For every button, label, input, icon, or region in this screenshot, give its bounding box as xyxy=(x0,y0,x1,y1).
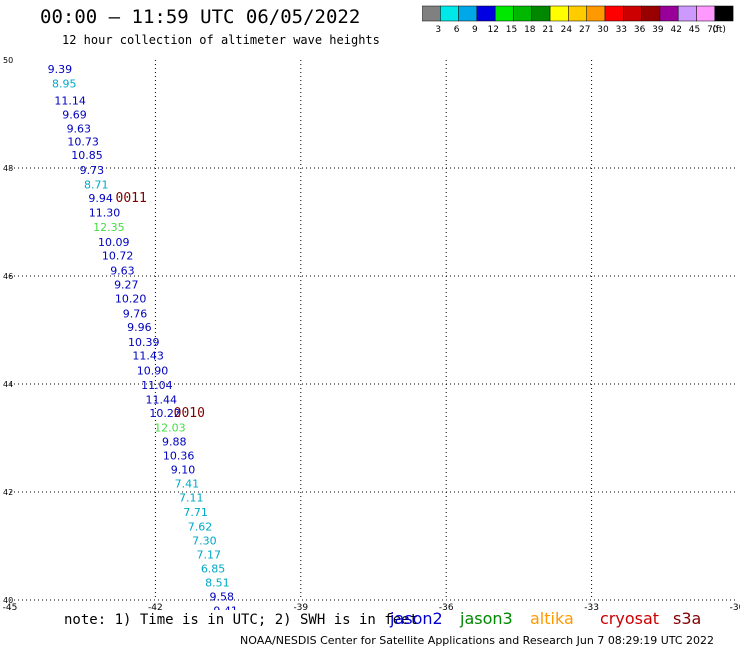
legend-altika: altika xyxy=(530,609,574,628)
colorbar-tick-label: 70 xyxy=(707,25,719,35)
swh-value-label: 9.58 xyxy=(210,591,235,604)
colorbar-tick-label: 45 xyxy=(689,25,700,35)
swh-value-label: 7.11 xyxy=(179,492,204,505)
swh-value-label: 12.35 xyxy=(93,221,125,234)
swh-value-label: 9.88 xyxy=(162,436,187,449)
swh-value-label: 10.36 xyxy=(163,450,195,463)
pass-time-label: 0011 xyxy=(116,191,147,206)
swh-value-label: 10.39 xyxy=(128,336,160,349)
swh-value-label: 11.43 xyxy=(132,350,164,363)
lat-tick-label: 46 xyxy=(3,272,13,281)
colorbar-tick-label: 27 xyxy=(579,25,590,35)
page-title: 00:00 – 11:59 UTC 06/05/2022 xyxy=(40,6,361,28)
swh-value-label: 10.20 xyxy=(115,292,147,305)
colorbar-tick-label: 36 xyxy=(634,25,646,35)
swh-value-label: 9.94 xyxy=(88,192,113,205)
swh-value-label: 9.63 xyxy=(67,122,92,135)
swh-value-label: 10.09 xyxy=(98,236,130,249)
lat-tick-label: 50 xyxy=(3,56,13,65)
colorbar-tick-label: 6 xyxy=(454,25,460,35)
lon-tick-label: -45 xyxy=(3,603,18,610)
colorbar-tick-label: 42 xyxy=(670,25,681,35)
swh-value-label: 9.39 xyxy=(48,63,73,76)
credit-line: NOAA/NESDIS Center for Satellite Applica… xyxy=(240,634,715,647)
swh-value-label: 6.85 xyxy=(201,562,226,575)
swh-value-label: 7.41 xyxy=(175,478,200,491)
wave-height-map: -45 -42 -39 -36 -33 -30 50 48 46 44 42 40 9.39 8.95 11… xyxy=(3,56,740,610)
swh-value-label: 9.63 xyxy=(110,264,135,277)
swh-value-label: 8.51 xyxy=(205,577,230,590)
swh-value-label: 10.90 xyxy=(137,364,169,377)
colorbar-tick-label: 39 xyxy=(652,25,664,35)
swh-value-label: 7.30 xyxy=(192,534,217,547)
lon-tick-label: -36 xyxy=(439,603,454,610)
colorbar-tick-label: 9 xyxy=(472,25,478,35)
page-subtitle: 12 hour collection of altimeter wave hei… xyxy=(62,33,380,47)
legend-jason2: jason2 xyxy=(390,609,443,628)
lon-tick-label: -39 xyxy=(293,603,308,610)
colorbar-unit-label: (ft) xyxy=(712,25,726,35)
swh-value-label: 10.22 xyxy=(149,407,181,420)
swh-value-label: 9.69 xyxy=(62,108,87,121)
footer-note: note: 1) Time is in UTC; 2) SWH is in fe… xyxy=(64,612,419,628)
legend-s3a: s3a xyxy=(673,609,702,628)
swh-value-label: 9.10 xyxy=(171,464,196,477)
swh-value-label: 10.72 xyxy=(102,249,134,262)
lon-tick-label: -33 xyxy=(584,603,599,610)
colorbar-tick-label: 15 xyxy=(506,25,517,35)
swh-value-label: 7.17 xyxy=(196,548,221,561)
lat-tick-label: 44 xyxy=(3,380,13,389)
legend-jason3: jason3 xyxy=(460,609,513,628)
swh-value-label: 9.27 xyxy=(114,278,139,291)
lon-tick-label: -42 xyxy=(148,603,163,610)
swh-value-label: 8.95 xyxy=(52,78,77,91)
swh-value-label: 8.71 xyxy=(84,179,109,192)
swh-value-label: 10.73 xyxy=(67,135,99,148)
colorbar-tick-label: 33 xyxy=(616,25,627,35)
lat-tick-label: 40 xyxy=(3,596,13,605)
colorbar-tick-label: 24 xyxy=(561,25,573,35)
colorbar-tick-label: 18 xyxy=(524,25,536,35)
colorbar-tick-label: 12 xyxy=(487,25,498,35)
colorbar-tick-label: 30 xyxy=(597,25,609,35)
swh-value-label: 9.76 xyxy=(123,308,148,321)
colorbar-tick-label: 21 xyxy=(542,25,553,35)
colorbar-legend: 3 6 9 12 15 18 21 24 27 30 33 36 39 42 45 70(ft) xyxy=(422,5,734,35)
colorbar-swatch xyxy=(714,5,734,22)
swh-value-label: 9.96 xyxy=(127,321,152,334)
swh-value-label: 10.85 xyxy=(71,149,103,162)
swh-value-label: 9.73 xyxy=(80,164,105,177)
swh-value-label: 11.30 xyxy=(89,207,121,220)
swh-value-label: 7.62 xyxy=(188,520,213,533)
colorbar-tick-label: 3 xyxy=(435,25,441,35)
lat-tick-label: 42 xyxy=(3,488,13,497)
swh-value-label: 12.03 xyxy=(154,422,186,435)
legend-cryosat: cryosat xyxy=(600,609,660,628)
lat-tick-label: 48 xyxy=(3,164,13,173)
swh-value-label: 11.44 xyxy=(145,393,177,406)
swh-value-label: 9.41 xyxy=(213,605,238,610)
lon-tick-label: -30 xyxy=(730,603,740,610)
swh-value-label: 11.14 xyxy=(54,94,86,107)
swh-value-label: 7.71 xyxy=(183,506,208,519)
pass-time-label: 0010 xyxy=(174,406,205,421)
swh-value-label: 11.04 xyxy=(141,379,173,392)
